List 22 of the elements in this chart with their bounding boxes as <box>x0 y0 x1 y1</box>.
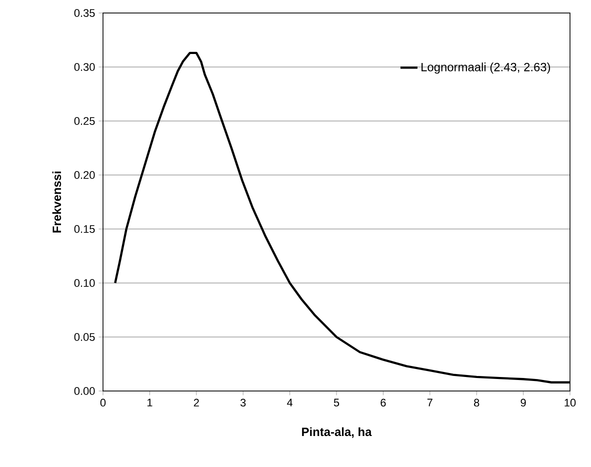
y-tick-label: 0.25 <box>74 117 95 125</box>
x-tick-label: 6 <box>380 398 386 407</box>
x-tick-label: 10 <box>564 398 576 407</box>
x-tick-label: 8 <box>474 398 480 407</box>
x-tick-label: 7 <box>427 398 432 406</box>
y-tick-label: 0.15 <box>74 225 95 233</box>
x-tick-label: 3 <box>240 398 246 407</box>
x-tick-label: 0 <box>100 398 106 407</box>
x-tick-label: 5 <box>334 398 340 406</box>
x-tick-label: 1 <box>147 398 152 406</box>
y-tick-label: 0.10 <box>74 279 95 287</box>
y-tick-label: 0.00 <box>74 387 95 395</box>
x-tick-label: 9 <box>520 398 526 407</box>
x-tick-label: 2 <box>194 398 199 406</box>
x-axis-title: Pinta-ala, ha <box>302 427 372 438</box>
legend-label: Lognormaali (2.43, 2.63) <box>422 62 550 74</box>
y-tick-label: 0.05 <box>74 333 95 341</box>
y-tick-label: 0.20 <box>74 171 95 179</box>
y-tick-label: 0.30 <box>74 63 95 71</box>
x-tick-label: 4 <box>287 398 293 406</box>
y-axis-title: Frekvenssi <box>52 172 62 232</box>
y-tick-label: 0.35 <box>74 9 95 17</box>
